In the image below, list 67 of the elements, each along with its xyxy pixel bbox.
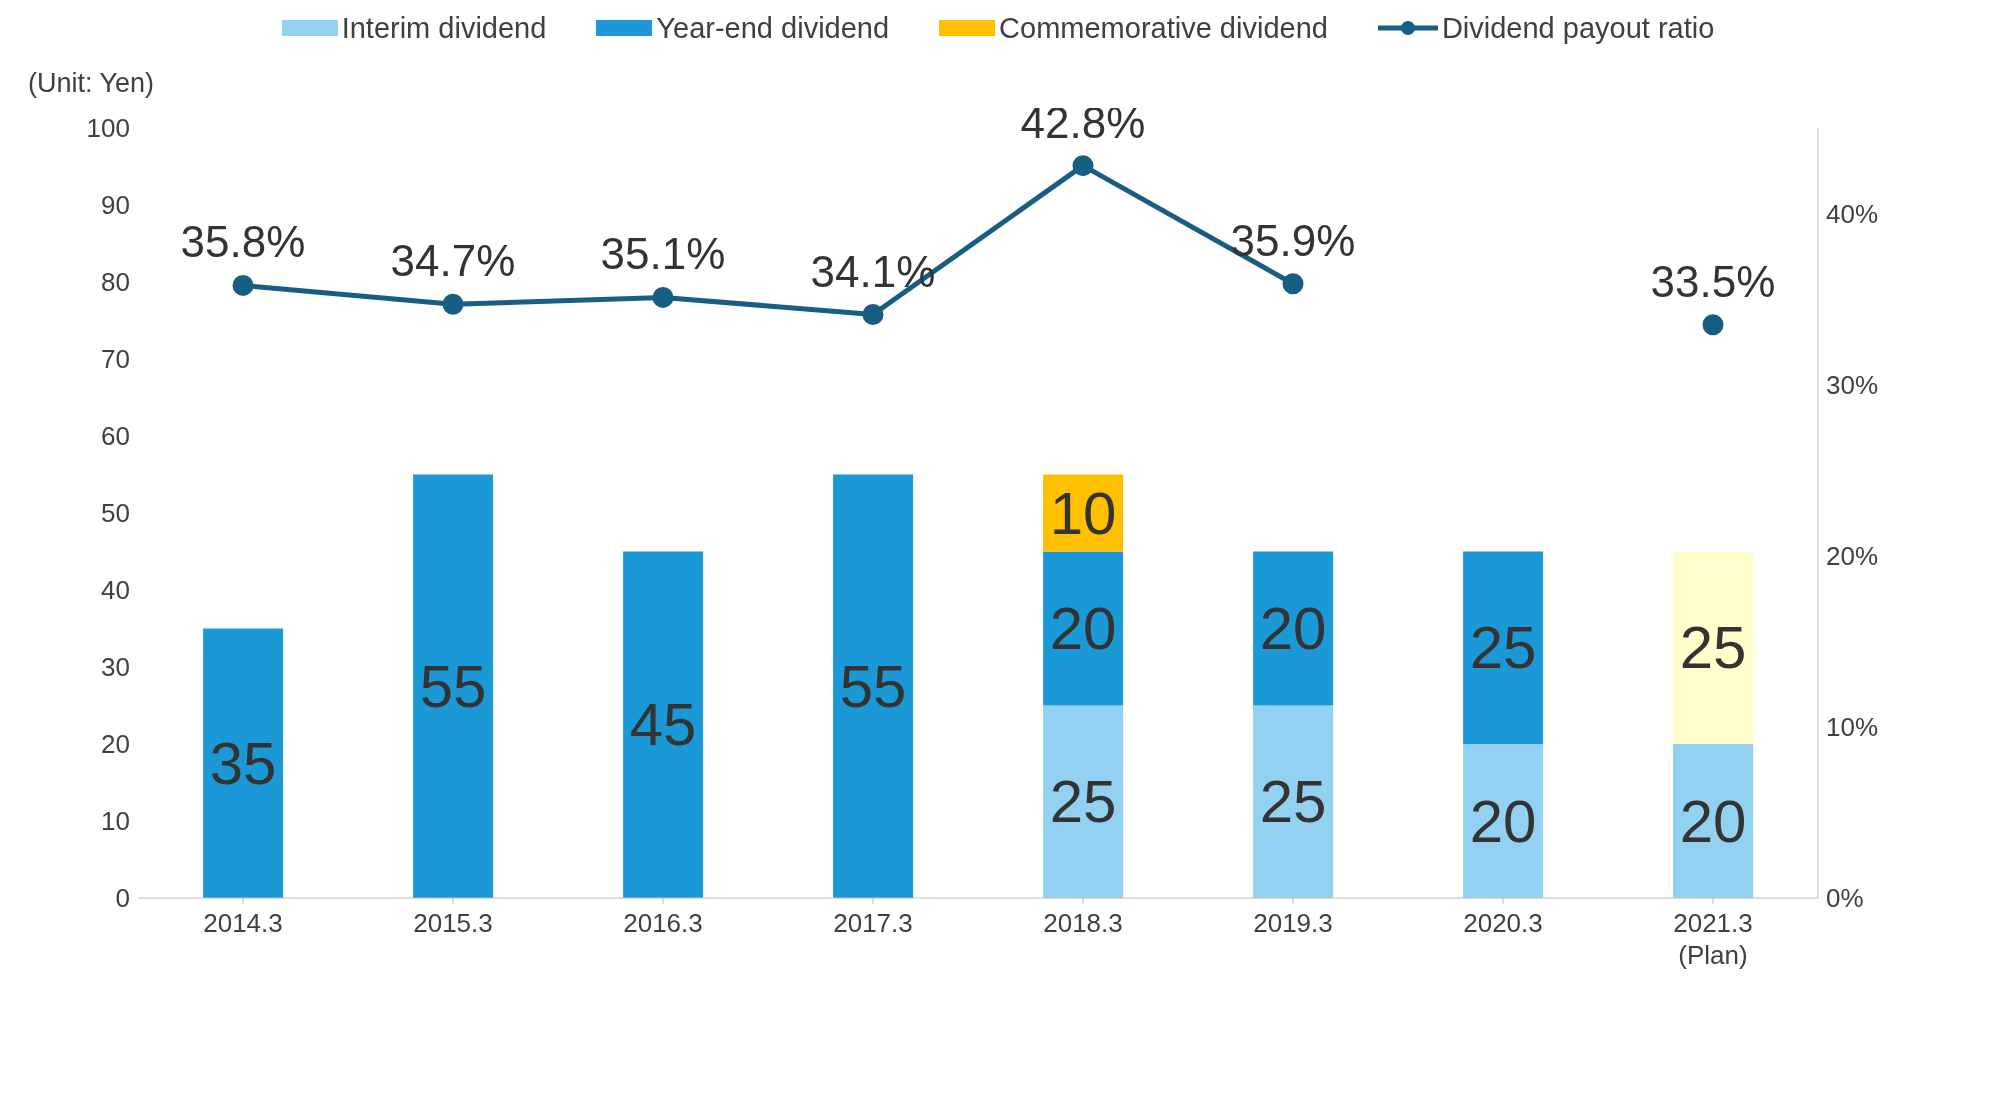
y-tick-label: 80 xyxy=(101,267,130,298)
x-tick-label: 2021.3 (Plan) xyxy=(1673,908,1753,970)
y-tick-label: 10 xyxy=(101,806,130,837)
data-label: 25 xyxy=(1259,768,1327,836)
y-tick-label: 90 xyxy=(101,190,130,221)
x-tick-label: 2014.3 xyxy=(203,908,283,938)
data-label: 20 xyxy=(1469,787,1537,855)
data-label: 55 xyxy=(419,652,487,720)
data-label: 35 xyxy=(209,729,277,797)
point xyxy=(1282,273,1304,295)
bar xyxy=(623,551,704,898)
y2-tick-label: 10% xyxy=(1826,712,1879,743)
text: (Unit: Yen) xyxy=(28,68,155,98)
y-tick-label: 20 xyxy=(101,729,130,760)
data-label: 25 xyxy=(1049,768,1117,836)
legend-label: Year-end dividend xyxy=(656,11,890,45)
legend-label: Commemorative dividend xyxy=(999,11,1328,45)
bar xyxy=(203,628,284,898)
y2-tick-label: 30% xyxy=(1826,369,1879,400)
data-label: 35.8% xyxy=(180,217,306,267)
bar xyxy=(413,474,494,898)
y2-tick-label: 0% xyxy=(1826,883,1864,914)
bar xyxy=(1253,551,1334,706)
y-tick-label: 30 xyxy=(101,652,130,683)
x-tick-label: 2016.3 xyxy=(623,908,703,938)
point xyxy=(442,293,464,315)
bar xyxy=(833,474,914,898)
bar xyxy=(1043,705,1124,898)
bar xyxy=(1043,551,1124,706)
point xyxy=(232,274,254,296)
x-tick-label: 2017.3 xyxy=(833,908,913,938)
data-label: 35.1% xyxy=(600,229,726,279)
x-tick-label: 2020.3 xyxy=(1463,908,1543,938)
y-tick-label: 0 xyxy=(115,883,130,914)
bar xyxy=(1673,744,1754,898)
bar xyxy=(1463,744,1544,898)
x-tick-label: 2018.3 xyxy=(1043,908,1123,938)
y-tick-label: 40 xyxy=(101,575,130,606)
data-label: 25 xyxy=(1679,614,1747,682)
data-label: 55 xyxy=(839,652,907,720)
data-label: 10 xyxy=(1049,479,1117,547)
legend-label: Interim dividend xyxy=(341,11,547,45)
y-tick-label: 100 xyxy=(86,113,130,144)
bar xyxy=(1253,705,1334,898)
point xyxy=(1072,155,1094,177)
data-label: 45 xyxy=(629,691,697,759)
y-tick-label: 70 xyxy=(101,344,130,375)
x-tick-label: 2019.3 xyxy=(1253,908,1333,938)
y-tick-label: 60 xyxy=(101,421,130,452)
data-label: 34.7% xyxy=(390,236,516,286)
data-label: 34.1% xyxy=(810,246,936,296)
y2-tick-label: 20% xyxy=(1826,541,1879,572)
data-label: 25 xyxy=(1469,614,1537,682)
data-label: 20 xyxy=(1679,787,1747,855)
data-label: 33.5% xyxy=(1650,256,1776,306)
point xyxy=(652,286,674,308)
point xyxy=(1702,314,1724,336)
data-label: 20 xyxy=(1259,595,1327,662)
y-tick-label: 50 xyxy=(101,498,130,529)
bar xyxy=(1673,551,1754,744)
legend-label: Dividend payout ratio xyxy=(1441,11,1715,45)
y2-tick-label: 40% xyxy=(1826,198,1879,229)
data-label: 20 xyxy=(1049,595,1117,662)
x-tick-label: 2015.3 xyxy=(413,908,493,938)
data-label: 35.9% xyxy=(1230,215,1356,265)
point xyxy=(862,304,884,326)
bar xyxy=(1463,551,1544,744)
